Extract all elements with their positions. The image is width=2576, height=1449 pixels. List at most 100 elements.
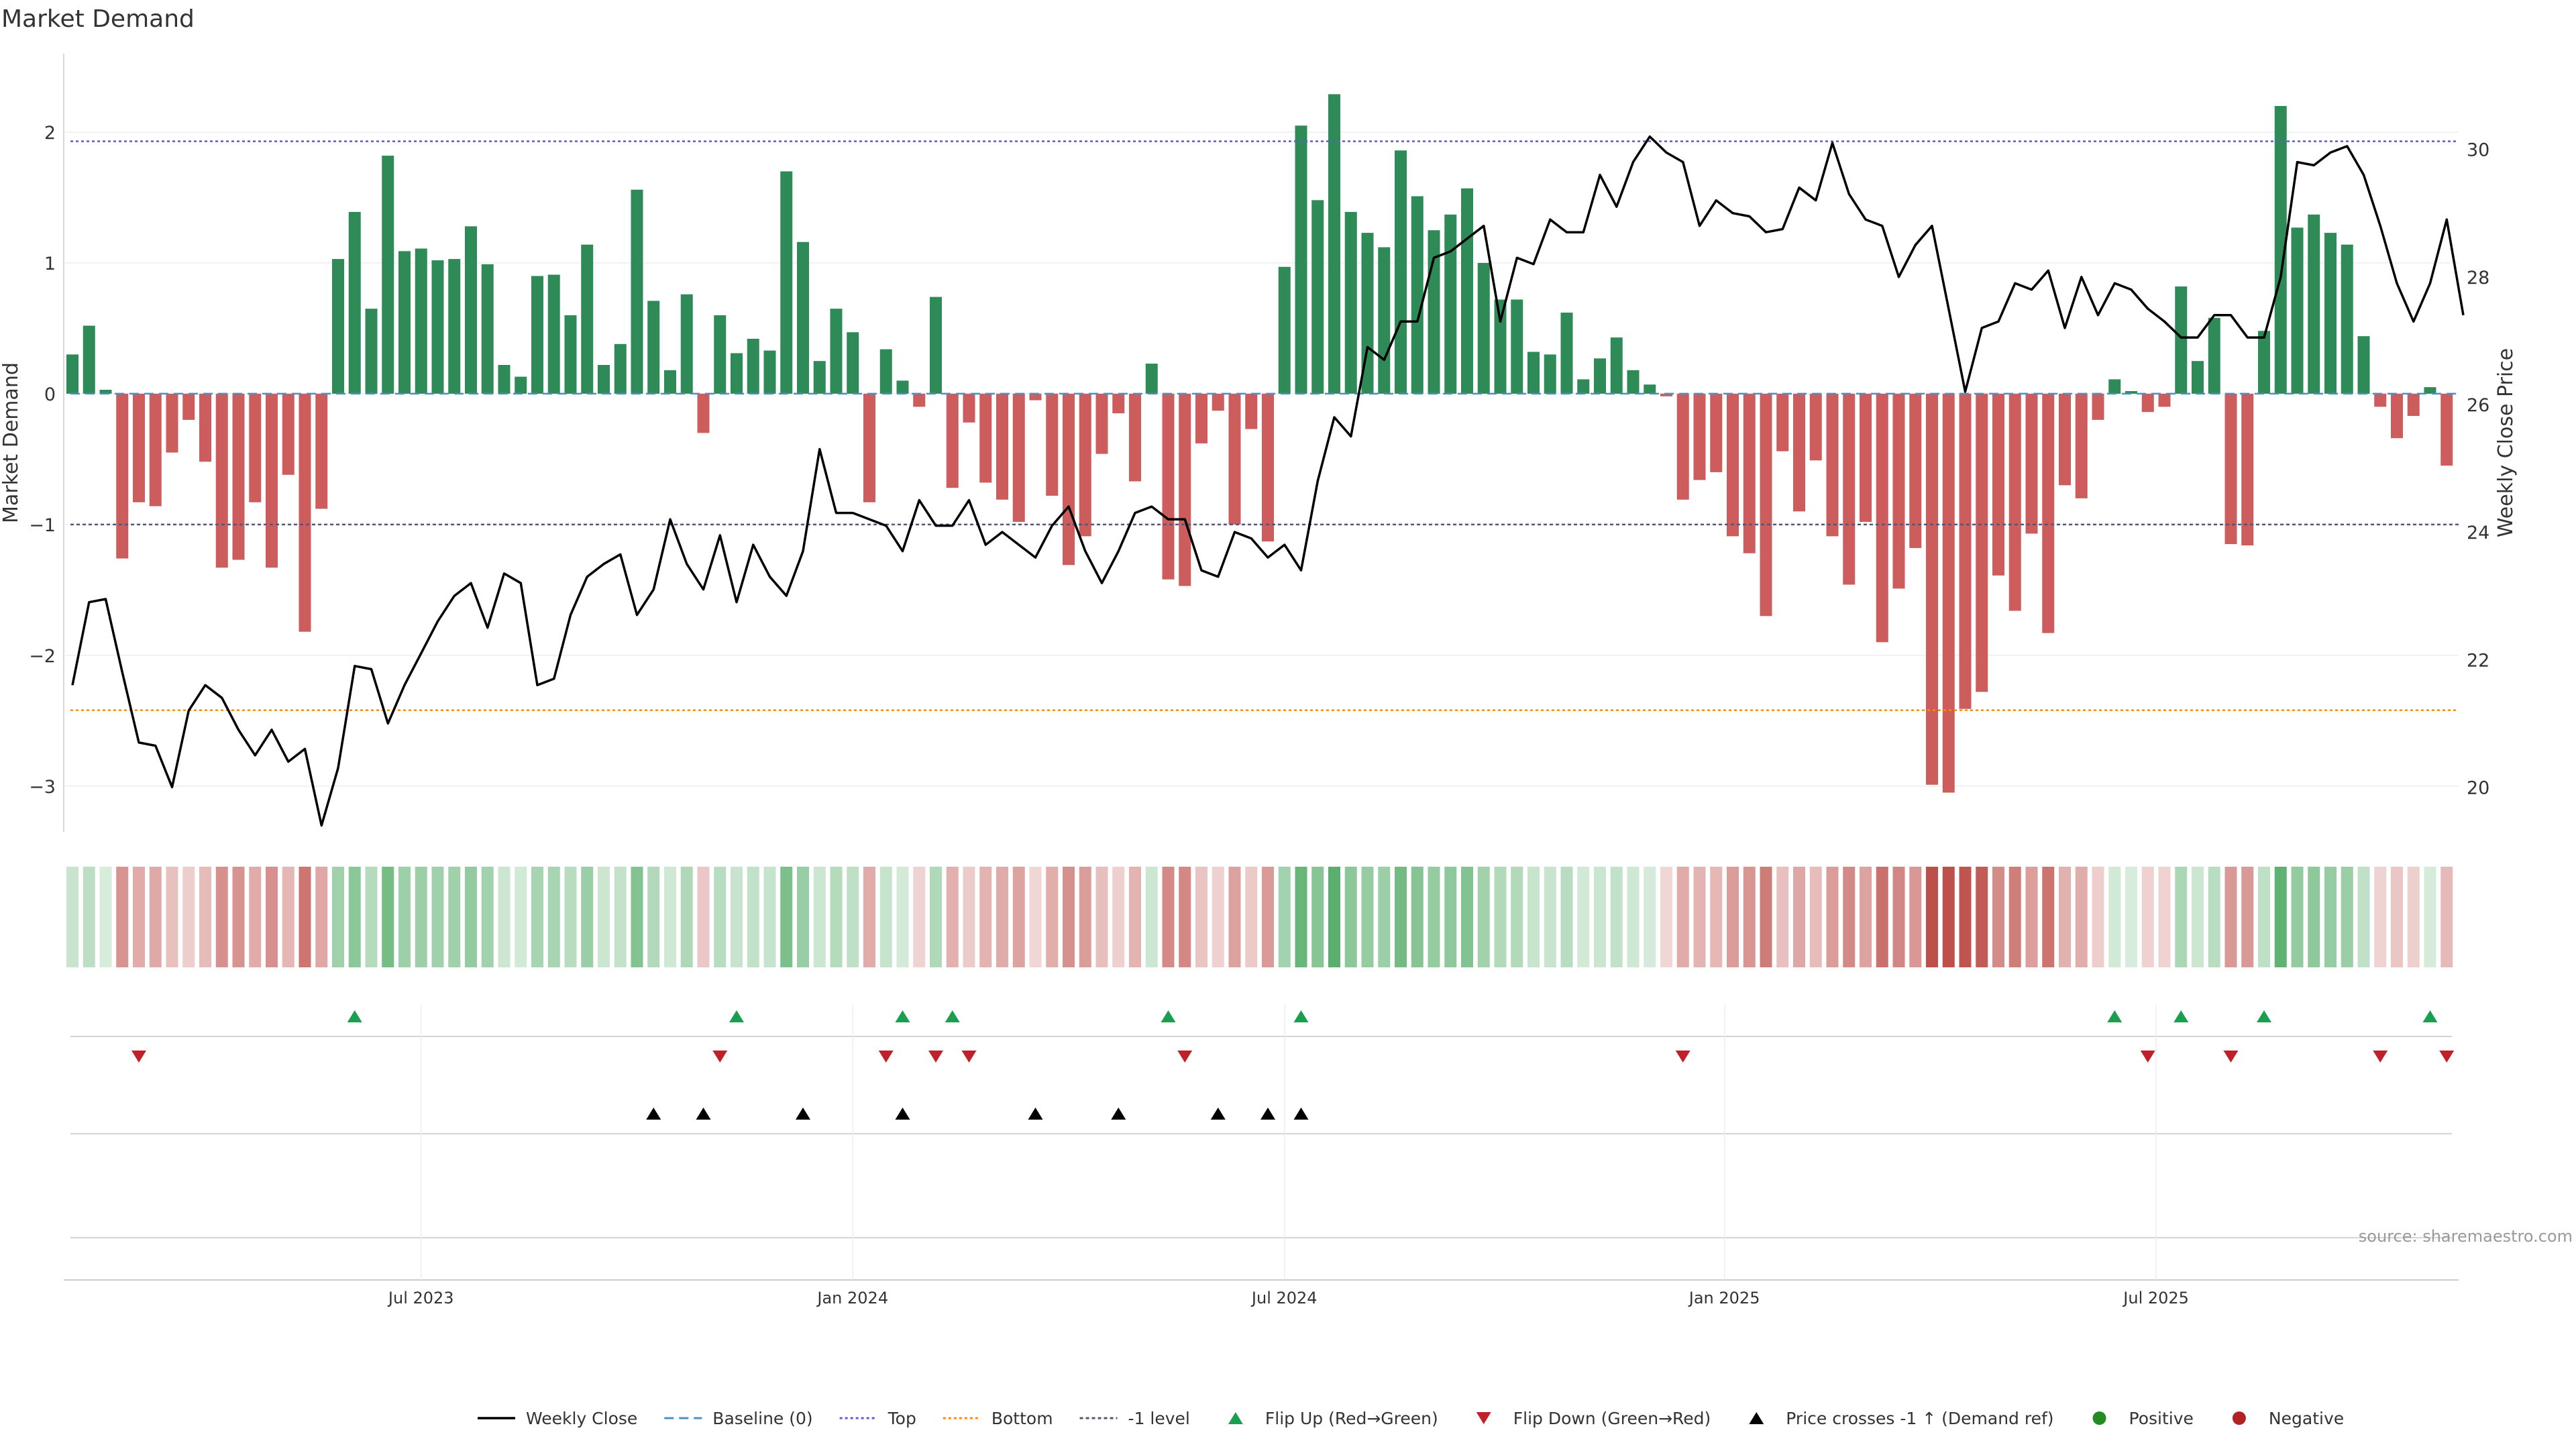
demand-bar: [2192, 361, 2204, 394]
heat-cell: [1776, 867, 1789, 967]
heat-cell: [1344, 867, 1357, 967]
flip-down-marker: [2439, 1051, 2455, 1063]
demand-bar: [215, 393, 228, 568]
heat-cell: [1461, 867, 1473, 967]
demand-bar: [2440, 393, 2453, 466]
demand-bar: [1129, 393, 1141, 482]
heat-cell: [863, 867, 875, 967]
demand-bar: [1012, 393, 1025, 522]
demand-bar: [431, 260, 444, 394]
demand-bar: [1162, 393, 1175, 580]
heat-cell: [2274, 867, 2287, 967]
heat-cell: [1942, 867, 1955, 967]
heat-cell: [1444, 867, 1457, 967]
price-cross-marker: [696, 1108, 711, 1120]
heat-cell: [913, 867, 926, 967]
heat-cell: [2059, 867, 2071, 967]
heat-cell: [1843, 867, 1856, 967]
heat-cell: [1095, 867, 1108, 967]
left-tick-label: −1: [29, 515, 56, 536]
heat-cell: [2208, 867, 2220, 967]
demand-bar: [66, 354, 78, 394]
left-tick-label: −2: [29, 646, 56, 667]
events-panel: [70, 1010, 2455, 1238]
demand-bar: [996, 393, 1008, 500]
demand-bar: [1262, 393, 1274, 542]
demand-bar: [1544, 354, 1556, 394]
demand-bar: [1992, 393, 2004, 576]
demand-bar: [763, 350, 776, 394]
heat-cell: [2224, 867, 2237, 967]
demand-bar: [1760, 393, 1772, 616]
demand-bar: [382, 156, 394, 394]
right-tick-label: 26: [2467, 395, 2489, 416]
heat-cell: [963, 867, 975, 967]
demand-bar: [598, 365, 610, 394]
legend-swatch-negative: [2232, 1411, 2246, 1425]
heat-cell: [1361, 867, 1374, 967]
heat-cell: [116, 867, 129, 967]
demand-bar: [365, 309, 378, 394]
flip-up-marker: [1161, 1010, 1176, 1022]
flip-down-marker: [2140, 1051, 2155, 1063]
heat-cell: [1262, 867, 1274, 967]
flip-down-marker: [878, 1051, 894, 1063]
heat-cell: [149, 867, 162, 967]
demand-bar: [2291, 227, 2304, 394]
heat-cell: [747, 867, 759, 967]
demand-bar: [1444, 214, 1457, 394]
demand-bar: [1776, 393, 1789, 451]
demand-bar: [2374, 393, 2387, 407]
demand-bar: [1594, 358, 1606, 394]
left-tick-label: −3: [29, 777, 56, 798]
heat-cell: [2291, 867, 2304, 967]
legend-label: Weekly Close: [526, 1409, 637, 1428]
demand-bar: [1079, 393, 1091, 537]
heat-cell: [1129, 867, 1141, 967]
legend-label: Flip Down (Green→Red): [1513, 1409, 1711, 1428]
demand-bar: [1860, 393, 1872, 522]
demand-bar: [1976, 393, 1988, 692]
demand-bar: [2175, 286, 2188, 394]
demand-bar: [1644, 384, 1656, 394]
heat-cell: [2025, 867, 2038, 967]
heat-cell: [2158, 867, 2171, 967]
demand-bar: [2108, 379, 2121, 394]
demand-bar: [1245, 393, 1258, 429]
demand-bar: [1228, 393, 1241, 525]
heat-cell: [1610, 867, 1623, 967]
legend-item: Bottom: [943, 1409, 1053, 1428]
heat-cell: [896, 867, 909, 967]
demand-bar: [1809, 393, 1822, 461]
heat-cell: [1278, 867, 1291, 967]
demand-bar: [2092, 393, 2104, 420]
heat-cell: [1395, 867, 1407, 967]
demand-bar: [2241, 393, 2254, 546]
flip-up-marker: [2257, 1010, 2271, 1022]
demand-bar: [83, 325, 95, 394]
demand-bar: [1876, 393, 1888, 643]
heat-cell: [1328, 867, 1340, 967]
heat-cell: [182, 867, 195, 967]
right-axis-title: Weekly Close Price: [2494, 348, 2518, 537]
heat-cell: [1212, 867, 1224, 967]
heat-cell: [1411, 867, 1424, 967]
legend-item: Negative: [2232, 1409, 2344, 1428]
heat-cell: [1063, 867, 1075, 967]
demand-bar: [547, 274, 560, 394]
heat-cell: [1727, 867, 1739, 967]
demand-bar: [1212, 393, 1224, 411]
heat-cell: [1511, 867, 1523, 967]
heat-cell: [813, 867, 826, 967]
demand-bar: [481, 264, 494, 394]
heat-cell: [1477, 867, 1490, 967]
demand-bar: [332, 259, 344, 394]
source-label: source: sharemaestro.com: [2359, 1227, 2573, 1246]
heat-cell: [99, 867, 112, 967]
flip-up-marker: [2107, 1010, 2123, 1022]
demand-bar: [1046, 393, 1059, 496]
heat-cell: [1809, 867, 1822, 967]
legend-label: Baseline (0): [712, 1409, 812, 1428]
demand-bar: [2341, 244, 2353, 394]
demand-bar: [398, 251, 411, 394]
